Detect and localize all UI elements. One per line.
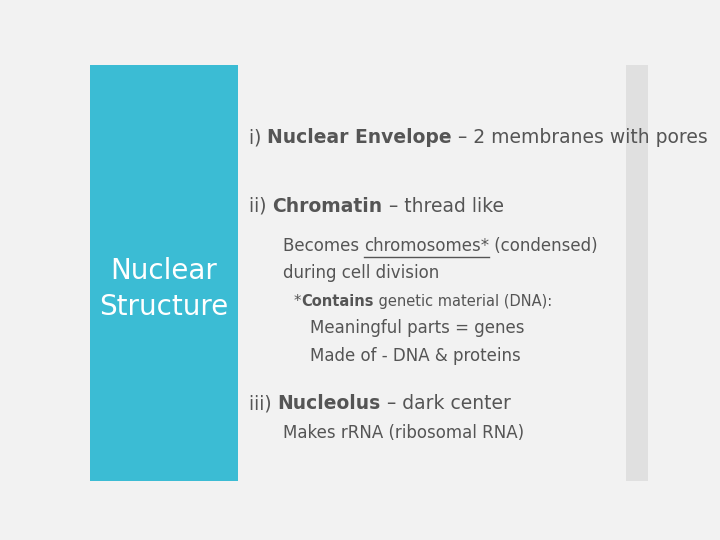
Text: Nucleolus: Nucleolus <box>278 394 381 413</box>
Text: Made of - DNA & proteins: Made of - DNA & proteins <box>310 347 521 365</box>
Text: – dark center: – dark center <box>381 394 510 413</box>
Text: ii): ii) <box>249 197 273 215</box>
Text: genetic material (DNA):: genetic material (DNA): <box>374 294 552 309</box>
Text: Chromatin: Chromatin <box>273 197 382 215</box>
Text: iii): iii) <box>249 394 278 413</box>
Text: Makes rRNA (ribosomal RNA): Makes rRNA (ribosomal RNA) <box>282 424 523 442</box>
Text: during cell division: during cell division <box>282 264 438 282</box>
Text: (condensed): (condensed) <box>489 237 598 255</box>
Text: Nuclear Envelope: Nuclear Envelope <box>267 128 452 147</box>
Bar <box>626 65 648 481</box>
Text: Becomes: Becomes <box>282 237 364 255</box>
Text: chromosomes*: chromosomes* <box>364 237 489 255</box>
Text: *: * <box>294 294 301 309</box>
Text: Meaningful parts = genes: Meaningful parts = genes <box>310 319 525 336</box>
Text: – 2 membranes with pores: – 2 membranes with pores <box>452 128 708 147</box>
Text: Nuclear
Structure: Nuclear Structure <box>99 258 228 321</box>
Bar <box>90 65 238 481</box>
Text: – thread like: – thread like <box>382 197 504 215</box>
Text: i): i) <box>249 128 267 147</box>
Text: Contains: Contains <box>301 294 374 309</box>
